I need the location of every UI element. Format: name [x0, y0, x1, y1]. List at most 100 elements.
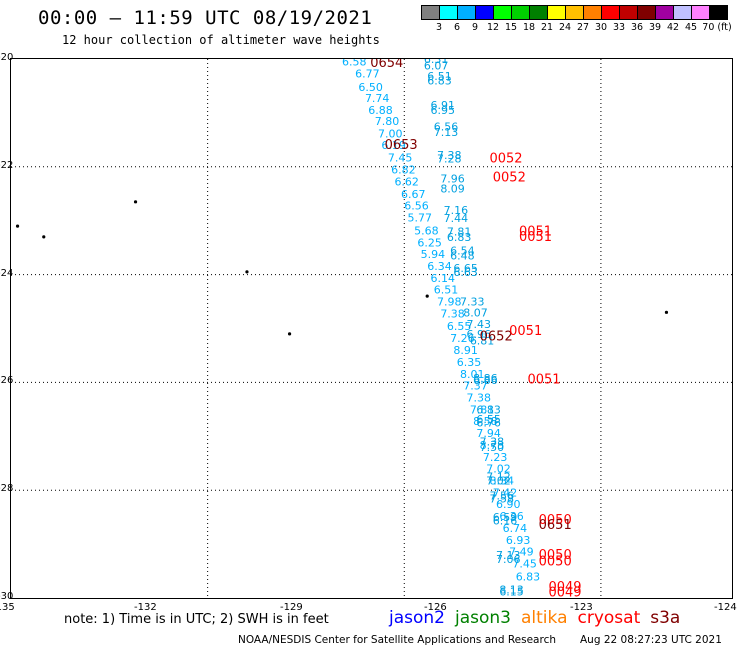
wave-height-label: 7.12 — [486, 471, 511, 484]
satellite-legend-item: s3a — [650, 608, 681, 628]
pass-time-label: 0652 — [480, 330, 513, 345]
pass-time-label: 0651 — [539, 518, 572, 533]
generated-timestamp: Aug 22 08:27:23 UTC 2021 — [580, 634, 722, 646]
pass-time-label: 0654 — [370, 59, 403, 71]
wave-height-label: 6.63 — [453, 266, 478, 279]
wave-height-label: 7.16 — [444, 204, 469, 217]
wave-height-label: 6.93 — [506, 534, 530, 547]
island-marker — [133, 200, 138, 204]
color-scale-label: 24 — [558, 22, 572, 33]
wave-height-label: 6.55 — [476, 413, 501, 426]
wave-height-label: 7.58 — [489, 492, 514, 505]
wave-height-label: 7.28 — [437, 153, 462, 166]
pass-time-label: 0050 — [539, 554, 572, 569]
color-scale-label: 18 — [522, 22, 536, 33]
lat-tick-label: -24 — [0, 267, 14, 279]
wave-height-label: 6.15 — [499, 586, 523, 598]
wave-height-label: 7.80 — [375, 115, 400, 128]
wave-height-label: 6.58 — [342, 59, 367, 69]
wave-height-label: 7.37 — [463, 380, 488, 393]
color-scale-label: 9 — [471, 22, 479, 33]
island-marker — [15, 224, 20, 228]
wave-height-label: 6.91 — [430, 99, 455, 112]
wave-height-label: 7.96 — [440, 173, 465, 186]
wave-height-label: 7.94 — [476, 427, 501, 440]
wave-height-label: 8.86 — [473, 372, 498, 385]
color-swatch — [655, 5, 674, 20]
wave-height-label: 7.43 — [467, 318, 492, 331]
wave-height-label: 7.45 — [388, 152, 413, 165]
wave-height-label: 6.82 — [391, 163, 416, 176]
pass-time-label: 0050 — [539, 513, 572, 528]
color-swatch — [547, 5, 566, 20]
wave-height-label: 7.00 — [378, 127, 403, 140]
wave-height-label: 6.65 — [453, 262, 478, 275]
wave-height-label: 7.33 — [460, 296, 485, 309]
color-scale-label: 45 — [684, 22, 698, 33]
lon-tick-label: -126 — [424, 602, 447, 613]
island-marker — [287, 332, 292, 336]
wave-height-label: 6.83 — [476, 403, 501, 416]
satellite-legend-item: altika — [521, 608, 568, 628]
color-scale-label: 70 (ft) — [702, 22, 732, 33]
wave-height-label: 7.26 — [450, 332, 475, 345]
color-scale-label: 21 — [540, 22, 554, 33]
page-subtitle: 12 hour collection of altimeter wave hei… — [62, 33, 380, 47]
island-marker — [425, 294, 429, 298]
wave-height-label: 6.83 — [447, 231, 472, 244]
wave-height-label: 7.45 — [512, 558, 537, 571]
wave-height-label: 7.49 — [509, 546, 534, 559]
wave-height-label: 6.16 — [493, 514, 518, 527]
color-scale-label: 42 — [666, 22, 680, 33]
wave-height-label: 6.51 — [434, 284, 459, 297]
wave-height-label: 6.14 — [430, 272, 455, 285]
wave-height-label: 6.96 — [467, 328, 492, 341]
color-swatch — [601, 5, 620, 20]
lon-tick-label: -132 — [134, 602, 157, 613]
lon-tick-label: -124 — [714, 602, 737, 613]
wave-height-label: 7.56 — [489, 490, 514, 503]
lat-tick-label: -26 — [0, 375, 14, 387]
color-swatch — [511, 5, 530, 20]
wave-height-label: 6.95 — [430, 104, 455, 117]
lat-tick-label: -20 — [0, 52, 14, 63]
wave-height-label: 6.56 — [404, 200, 429, 213]
pass-time-label: 0051 — [509, 324, 542, 339]
wave-height-label: 7.38 — [440, 307, 465, 320]
wave-height-label: 6.81 — [470, 334, 495, 347]
satellite-legend-item: jason2 — [389, 608, 445, 628]
lon-tick-label: -135 — [0, 602, 15, 613]
wave-height-label: 8.07 — [463, 306, 488, 319]
wave-height-label: 7.23 — [483, 451, 508, 464]
satellite-legend-item: jason3 — [455, 608, 511, 628]
color-swatch — [475, 5, 494, 20]
wave-height-label: 6.54 — [450, 244, 475, 257]
page-title: 00:00 – 11:59 UTC 08/19/2021 — [38, 7, 373, 29]
wave-height-label: 7.42 — [493, 486, 518, 499]
wave-height-label: 6.77 — [355, 68, 380, 81]
wave-height-label: 6.74 — [503, 522, 528, 535]
wave-height-label: 7.13 — [434, 126, 459, 139]
wave-height-label: 8.13 — [499, 583, 523, 596]
color-swatch — [565, 5, 584, 20]
wave-height-label: 6.51 — [427, 70, 452, 83]
wave-height-label: 6.83 — [516, 570, 541, 583]
color-scale-label: 3 — [435, 22, 443, 33]
color-scale-label: 15 — [504, 22, 518, 33]
color-swatch — [709, 5, 728, 20]
color-swatch — [637, 5, 656, 20]
map-canvas: 6.58 6.77 6.50 7.74 6.88 7.80 7.00 6.19 7.45 6.82… — [10, 53, 733, 601]
color-scale-label: 36 — [630, 22, 644, 33]
wave-height-label: 6.19 — [381, 139, 406, 152]
color-scale-label: 33 — [612, 22, 626, 33]
wave-height-label: 6.36 — [499, 510, 523, 523]
color-scale-label: 30 — [594, 22, 608, 33]
color-scale-label: 39 — [648, 22, 662, 33]
color-swatch — [673, 5, 692, 20]
color-swatch — [619, 5, 638, 20]
color-swatch — [457, 5, 476, 20]
pass-time-label: 0051 — [527, 373, 560, 388]
color-scale-legend — [421, 5, 728, 24]
wave-height-label: 7.81 — [447, 225, 472, 238]
wave-height-label: 7.02 — [486, 463, 511, 476]
